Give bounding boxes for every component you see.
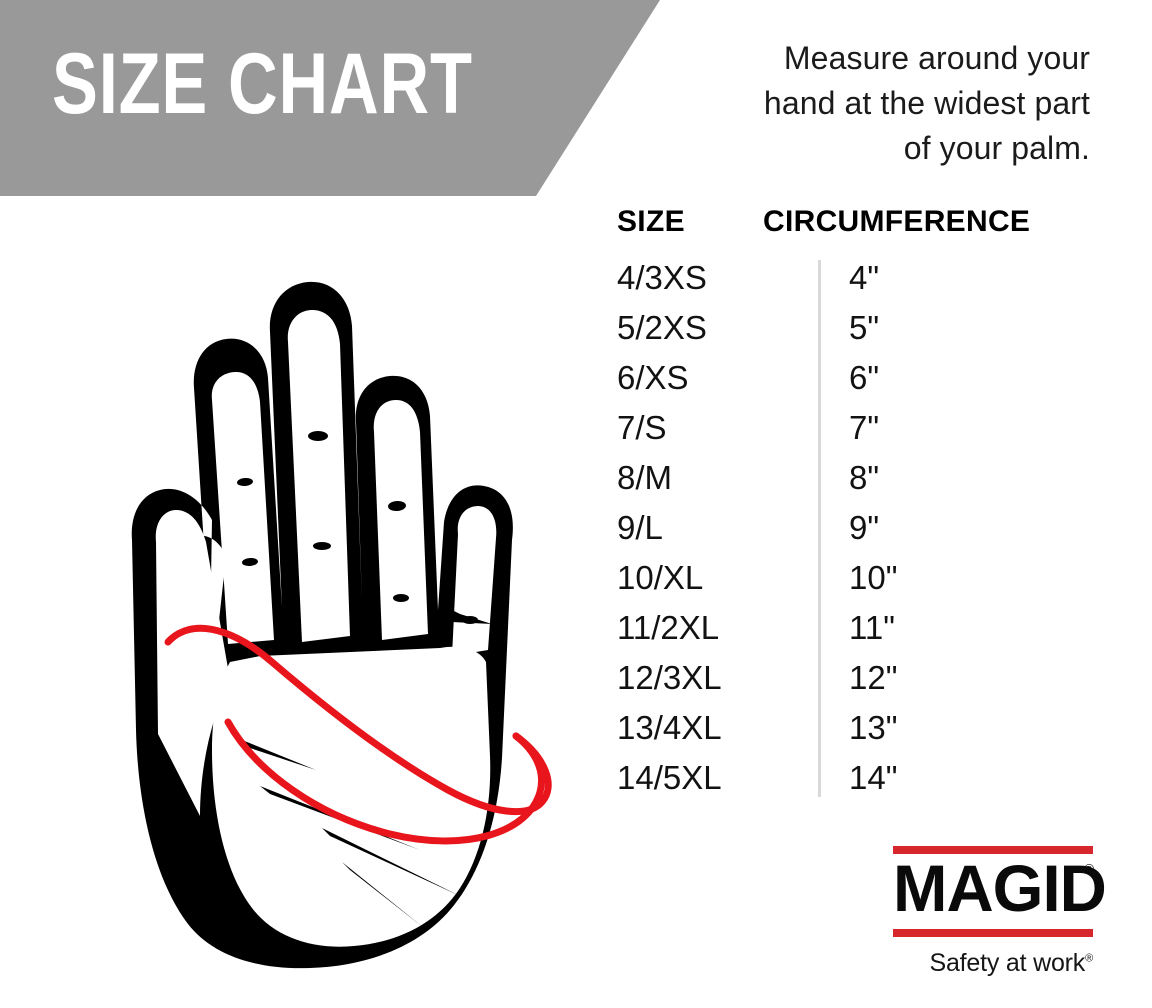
crease-mark bbox=[452, 610, 492, 624]
cell-size: 11/2XL bbox=[617, 609, 720, 646]
thumb-interior-path bbox=[155, 510, 230, 816]
cell-size: 8/M bbox=[617, 459, 673, 496]
cell-circumference: 5" bbox=[849, 309, 880, 346]
table-row: 7/S 7" bbox=[617, 403, 1087, 453]
logo-wordmark: MAGID bbox=[893, 851, 1107, 925]
finger-interior-middle bbox=[287, 310, 350, 642]
hand-illustration bbox=[60, 210, 580, 970]
table-body: 4/3XS 4" 5/2XS 5" 6/XS 6" 7/S 7" 8/M 8" … bbox=[617, 253, 1087, 803]
logo-tagline-text: Safety at work bbox=[929, 949, 1086, 977]
measure-loop-group bbox=[164, 624, 552, 845]
instruction-line-2: hand at the widest part bbox=[763, 85, 1090, 121]
table-row: 12/3XL 12" bbox=[617, 653, 1087, 703]
table-row: 5/2XS 5" bbox=[617, 303, 1087, 353]
table-row: 13/4XL 13" bbox=[617, 703, 1087, 753]
table-row: 11/2XL 11" bbox=[617, 603, 1087, 653]
palm-crease-line bbox=[342, 862, 424, 928]
magid-logo: MAGID ® Safety at work® bbox=[893, 846, 1107, 978]
cell-circumference: 11" bbox=[849, 609, 895, 646]
cell-circumference: 7" bbox=[849, 409, 880, 446]
finger-interior-ring bbox=[373, 400, 428, 640]
table-row: 10/XL 10" bbox=[617, 553, 1087, 603]
cell-circumference: 10" bbox=[849, 559, 898, 596]
crease-mark bbox=[388, 500, 406, 512]
finger-interior-index bbox=[211, 372, 274, 644]
crease-mark bbox=[237, 477, 253, 487]
cell-size: 6/XS bbox=[617, 359, 689, 396]
palm-crease-line bbox=[322, 828, 460, 896]
cell-size: 10/XL bbox=[617, 559, 704, 596]
cell-circumference: 6" bbox=[849, 359, 880, 396]
cell-size: 13/4XL bbox=[617, 709, 722, 746]
table-row: 4/3XS 4" bbox=[617, 253, 1087, 303]
column-header-size: SIZE bbox=[617, 205, 685, 238]
palm-interior-path bbox=[212, 646, 491, 947]
cell-size: 9/L bbox=[617, 509, 663, 546]
crease-mark bbox=[393, 594, 409, 602]
table-row: 9/L 9" bbox=[617, 503, 1087, 553]
logo-bar-top bbox=[893, 846, 1093, 854]
size-table: SIZE CIRCUMFERENCE 4/3XS 4" 5/2XS 5" 6/X… bbox=[617, 205, 1087, 797]
column-header-circumference: CIRCUMFERENCE bbox=[763, 205, 1031, 238]
instruction-line-1: Measure around your bbox=[783, 40, 1090, 76]
logo-wordmark-wrap: MAGID ® bbox=[893, 855, 1107, 925]
cell-circumference: 14" bbox=[849, 759, 898, 796]
logo-bar-bottom bbox=[893, 929, 1093, 937]
measure-loop-path bbox=[164, 624, 552, 816]
instruction-line-3: of your palm. bbox=[903, 130, 1090, 166]
cell-circumference: 13" bbox=[849, 709, 898, 746]
cell-size: 4/3XS bbox=[617, 259, 707, 296]
crease-mark bbox=[308, 431, 328, 441]
crease-mark bbox=[242, 557, 258, 567]
cell-size: 14/5XL bbox=[617, 759, 722, 796]
cell-circumference: 4" bbox=[849, 259, 880, 296]
palm-crease-line bbox=[242, 740, 316, 770]
page-title: SIZE CHART bbox=[52, 36, 473, 132]
cell-size: 12/3XL bbox=[617, 659, 722, 696]
measurement-instructions: Measure around your hand at the widest p… bbox=[670, 36, 1090, 171]
table-row: 14/5XL 14" bbox=[617, 753, 1087, 803]
table-row: 8/M 8" bbox=[617, 453, 1087, 503]
hand-outline-group bbox=[131, 281, 513, 969]
crease-mark bbox=[313, 542, 331, 550]
registered-trademark-icon: ® bbox=[1084, 861, 1094, 876]
cell-circumference: 9" bbox=[849, 509, 880, 546]
column-divider bbox=[818, 260, 821, 797]
cell-size: 5/2XS bbox=[617, 309, 707, 346]
header-band bbox=[0, 0, 660, 196]
cell-circumference: 12" bbox=[849, 659, 898, 696]
table-header-row: SIZE CIRCUMFERENCE bbox=[617, 205, 1087, 247]
cell-size: 7/S bbox=[617, 409, 667, 446]
cell-circumference: 8" bbox=[849, 459, 880, 496]
table-row: 6/XS 6" bbox=[617, 353, 1087, 403]
measure-loop-path bbox=[224, 718, 545, 845]
tagline-registered-icon: ® bbox=[1085, 952, 1093, 965]
logo-tagline: Safety at work® bbox=[893, 949, 1093, 978]
